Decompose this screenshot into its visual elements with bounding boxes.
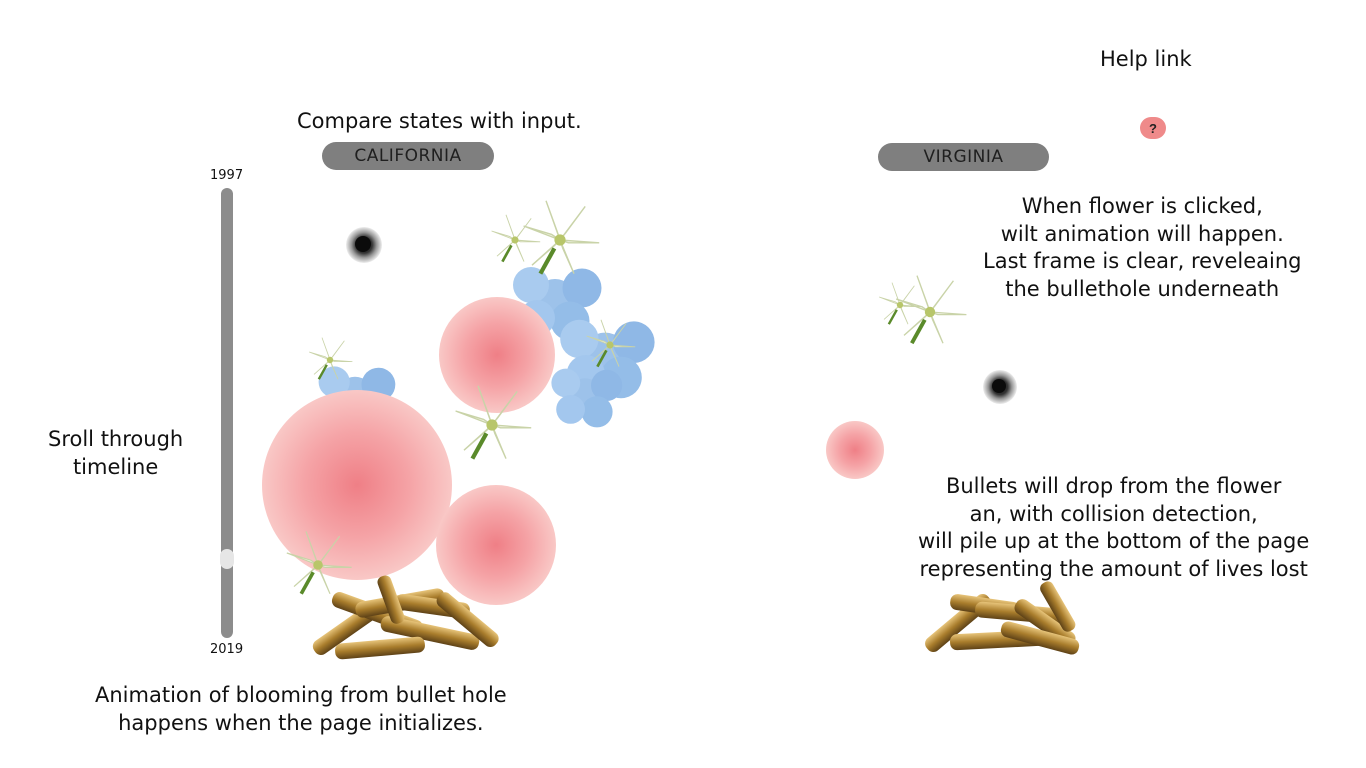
wilt-note: When flower is clicked, wilt animation w… <box>983 194 1302 301</box>
bullet-pile-left <box>312 575 499 660</box>
hydrangea-flower <box>318 267 655 431</box>
carnation-flower <box>262 297 556 605</box>
state-input-left-value: CALIFORNIA <box>354 146 462 166</box>
timeline-track[interactable] <box>221 188 233 638</box>
bullet-hole-icon <box>983 370 1017 404</box>
state-input-left[interactable]: CALIFORNIA <box>322 142 494 170</box>
bouquet-right[interactable] <box>826 273 969 479</box>
state-input-right-value: VIRGINIA <box>923 147 1004 167</box>
lily-flower <box>284 386 531 596</box>
bullet-pile-right <box>925 581 1080 655</box>
question-icon: ? <box>1149 120 1157 136</box>
scroll-timeline-note: Sroll through timeline <box>48 427 184 479</box>
blooming-note: Animation of blooming from bullet hole h… <box>95 683 507 735</box>
help-button[interactable]: ? <box>1140 117 1166 139</box>
lily-flower <box>878 273 969 346</box>
carnation-flower <box>826 421 884 479</box>
timeline-thumb[interactable] <box>220 549 234 570</box>
compare-states-note: Compare states with input. <box>297 109 582 133</box>
lily-flower <box>308 201 637 381</box>
bouquet-left[interactable] <box>262 201 655 605</box>
state-input-right[interactable]: VIRGINIA <box>878 143 1049 171</box>
help-link-label: Help link <box>1100 47 1192 71</box>
bullets-note: Bullets will drop from the flower an, wi… <box>918 474 1310 581</box>
bullet-hole-icon <box>346 227 382 263</box>
timeline-end-year: 2019 <box>210 642 244 657</box>
timeline-start-year: 1997 <box>210 168 244 183</box>
